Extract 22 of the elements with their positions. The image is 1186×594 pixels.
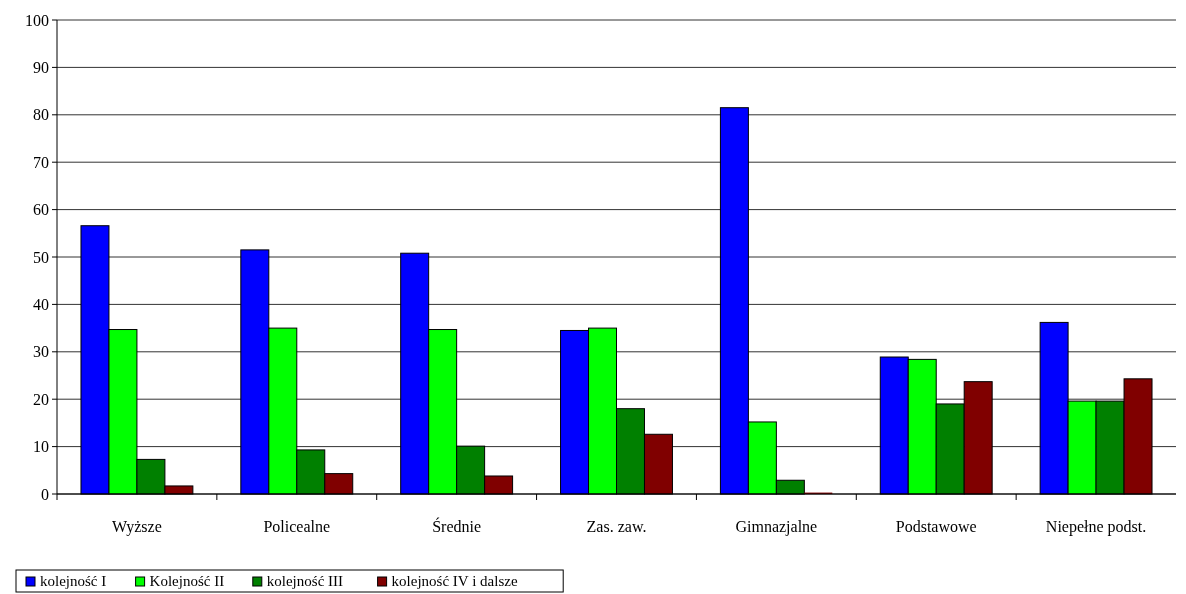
y-tick-label: 50 xyxy=(33,248,49,266)
y-tick-label: 80 xyxy=(33,106,49,124)
y-tick-label: 100 xyxy=(25,11,49,29)
legend-label: kolejność IV i dalsze xyxy=(391,573,518,589)
y-tick-label: 40 xyxy=(33,296,49,313)
x-tick-label: Niepełne podst. xyxy=(1045,518,1147,536)
y-tick-label: 70 xyxy=(33,153,49,171)
y-tick-label: 90 xyxy=(33,59,49,76)
legend-label: Kolejność II xyxy=(149,573,225,589)
x-tick-label: Średnie xyxy=(432,517,482,535)
y-tick-label: 10 xyxy=(33,438,49,456)
legend-label: kolejność I xyxy=(40,573,107,589)
y-tick-label: 20 xyxy=(33,390,49,408)
y-tick-label: 0 xyxy=(41,485,49,503)
x-tick-label: Zas. zaw. xyxy=(586,518,647,535)
x-tick-label: Gimnazjalne xyxy=(735,518,818,536)
y-tick-label: 30 xyxy=(33,343,49,361)
x-tick-label: Policealne xyxy=(263,518,331,535)
x-tick-label: Podstawowe xyxy=(895,518,977,535)
y-tick-label: 60 xyxy=(33,201,49,219)
legend-label: kolejność III xyxy=(266,573,344,589)
x-tick-label: Wyższe xyxy=(112,518,162,536)
